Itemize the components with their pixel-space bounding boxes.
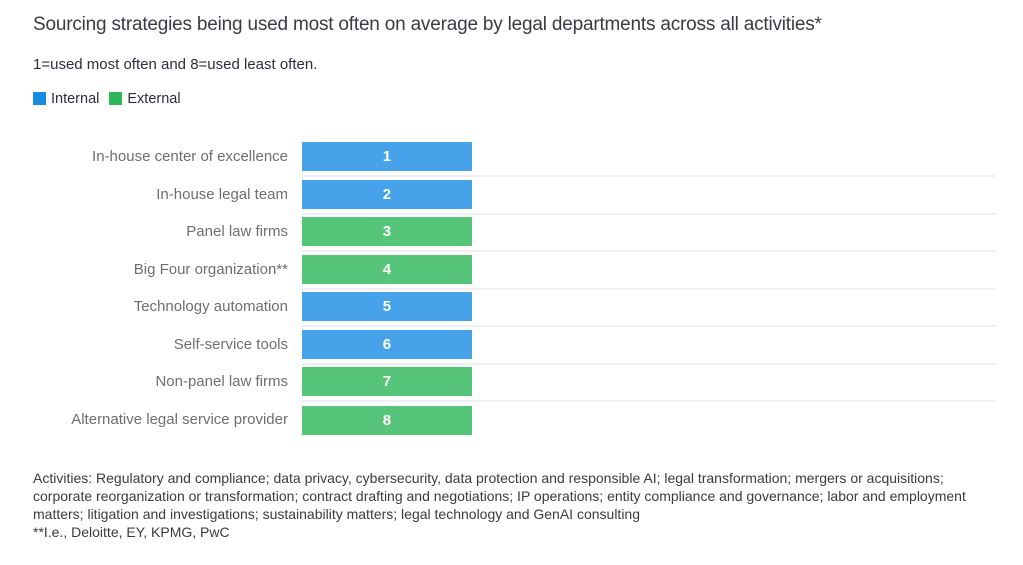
rank-bar: 7 [302,367,472,397]
category-label: Self-service tools [173,335,288,353]
rank-bar: 6 [302,329,472,359]
activities-footnote: Activities: Regulatory and compliance; d… [33,469,966,522]
row-plot-area: 5 [302,288,995,328]
chart-row: Panel law firms 3 [33,213,995,253]
bar-value-label: 1 [382,148,392,166]
rank-bar: 2 [302,179,472,209]
bar-value-label: 3 [382,223,392,241]
row-plot-area: 2 [302,175,995,215]
bar-value-label: 8 [382,411,392,429]
category-label: Big Four organization** [133,260,288,278]
chart-subtitle: 1=used most often and 8=used least often… [33,55,318,73]
row-plot-area: 3 [302,213,995,253]
category-label: Panel law firms [186,223,288,241]
category-label: In-house legal team [156,185,288,203]
chart-row: Alternative legal service provider 8 [33,401,995,439]
big-four-footnote: **I.e., Deloitte, EY, KPMG, PwC [33,523,230,540]
category-label: In-house center of excellence [92,148,288,166]
bar-value-label: 5 [382,298,392,316]
rank-bar: 8 [302,405,472,435]
legend-item-internal: Internal [33,91,99,107]
category-label: Non-panel law firms [155,373,288,391]
bar-value-label: 6 [382,335,392,353]
legend-label-internal: Internal [51,90,100,107]
legend-item-external: External [109,90,181,107]
rank-bar: 5 [302,292,472,322]
bar-chart: In-house center of excellence 1 In-house… [33,139,995,439]
legend-swatch-internal-icon [33,92,46,106]
rank-bar: 3 [302,217,472,247]
row-plot-area: 6 [302,325,995,365]
category-label: Alternative legal service provider [71,410,288,428]
bar-value-label: 2 [382,185,392,203]
chart-row: Technology automation 5 [33,288,995,328]
bar-value-label: 4 [382,260,392,278]
rank-bar: 4 [302,254,472,284]
chart-title: Sourcing strategies being used most ofte… [33,14,822,35]
legend: Internal External [33,91,995,107]
row-plot-area: 8 [302,401,995,439]
chart-row: In-house center of excellence 1 [33,138,995,178]
row-plot-area: 4 [302,250,995,290]
category-label: Technology automation [133,298,288,316]
legend-label-external: External [127,90,181,107]
bar-value-label: 7 [382,373,392,391]
rank-bar: 1 [302,142,472,172]
legend-swatch-external-icon [109,92,123,106]
chart-row: Self-service tools 6 [33,325,995,365]
row-plot-area: 7 [302,363,995,403]
chart-row: Non-panel law firms 7 [33,363,995,403]
chart-row: Big Four organization** 4 [33,250,995,290]
chart-row: In-house legal team 2 [33,175,995,215]
row-plot-area: 1 [302,138,995,178]
